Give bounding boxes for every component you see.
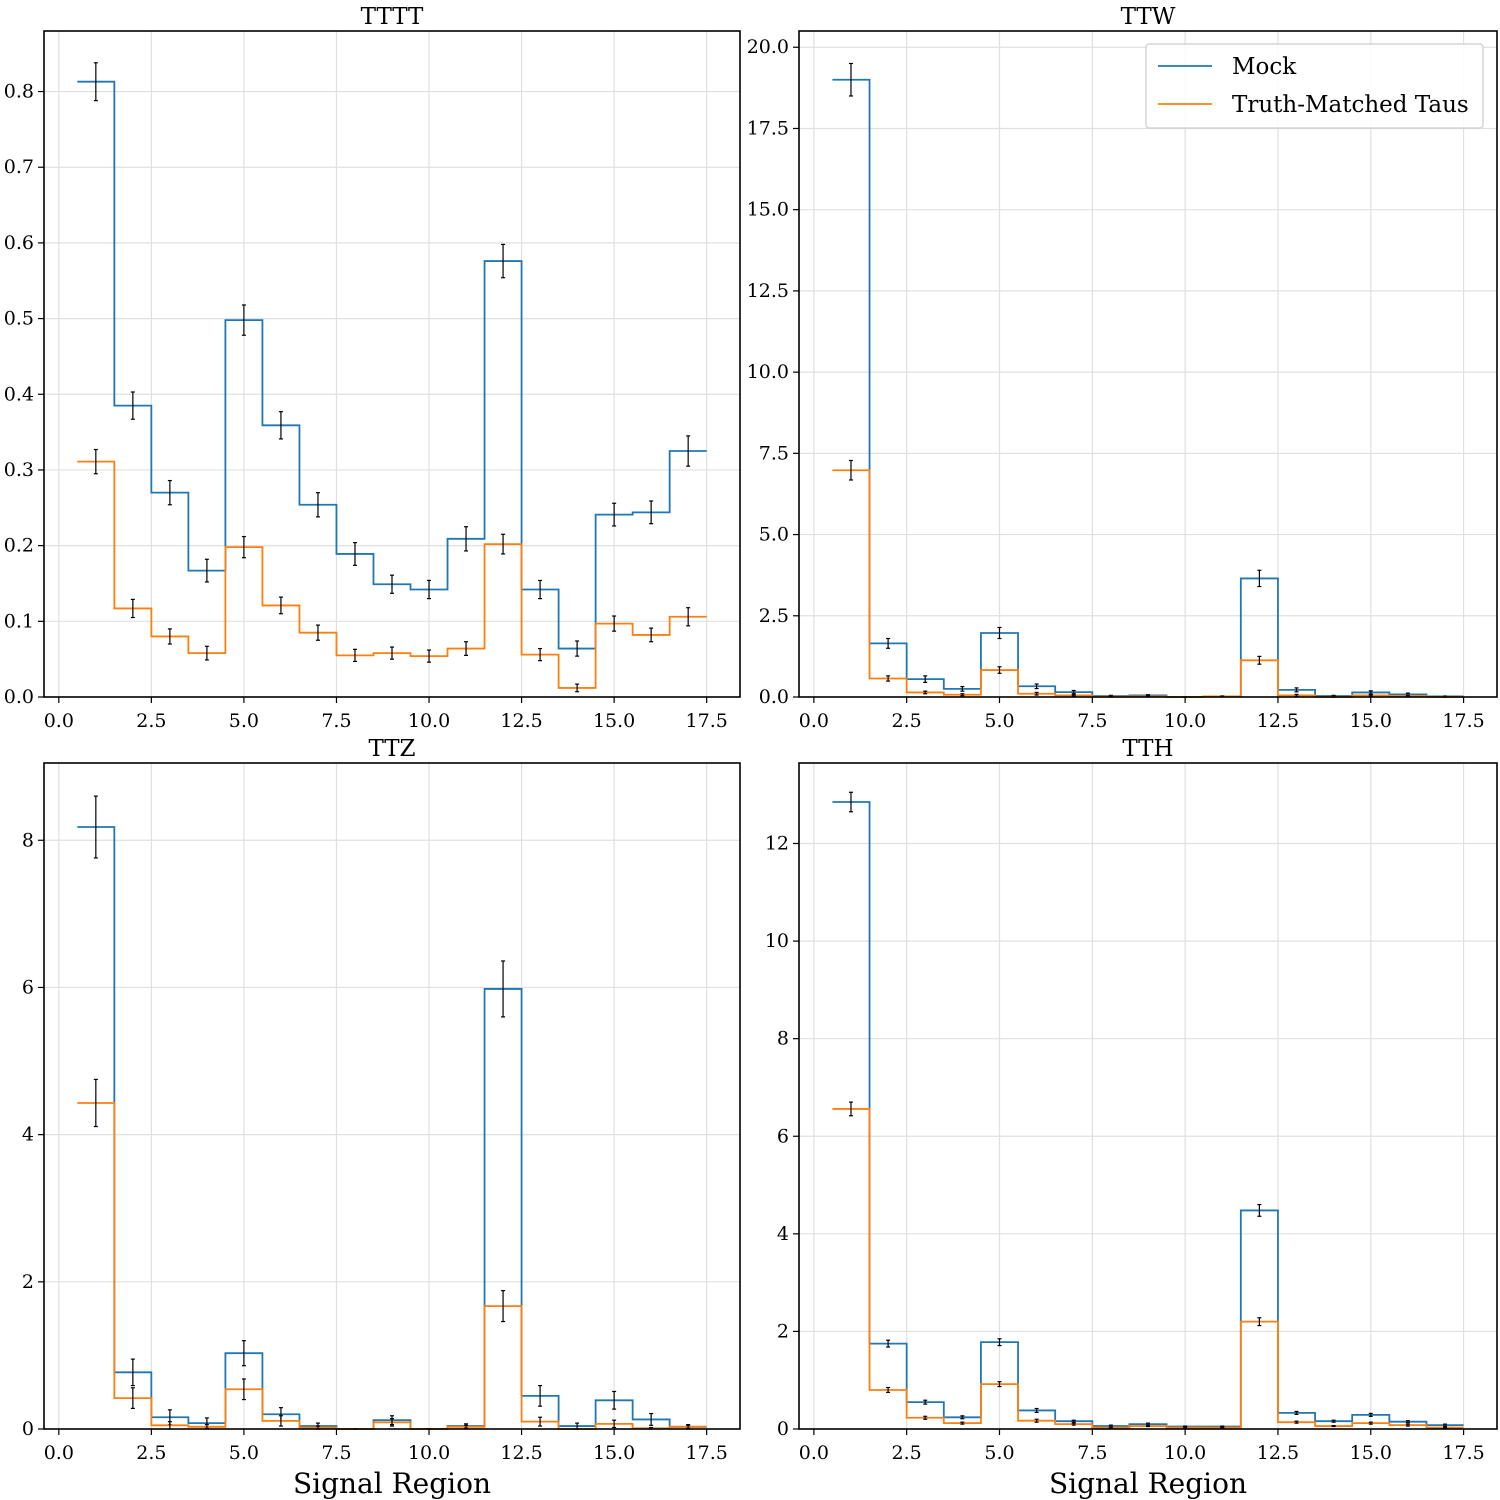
axes-frame [43,30,741,698]
y-tick-label: 0.0 [759,686,789,708]
y-tick-label: 6 [777,1125,789,1147]
axes-frame [798,762,1498,1430]
panel-tth: 0.0 2.5 5.0 7.5 10.0 12.5 15.0 17.5 0 2 4 6 8 10 12 TTH… [765,736,1498,1500]
x-tick-label: 0.0 [44,710,74,732]
x-tick-label: 7.5 [321,710,351,732]
y-tick-label: 12.5 [747,280,789,302]
series-mock [77,795,707,1430]
series-truth-matched-taus [832,459,1464,698]
x-tick-label: 2.5 [136,710,166,732]
x-tick-label: 15.0 [593,710,635,732]
y-tick-label: 0.0 [4,686,34,708]
x-tick-label: 5.0 [229,1442,259,1464]
y-tick-label: 0.5 [4,308,34,330]
panel-ttw: 0.0 2.5 5.0 7.5 10.0 12.5 15.0 17.5 0.0 2.5 5.0 7.5… [747,4,1498,732]
x-axis-label: Signal Region [1049,1467,1247,1500]
x-tick-label: 12.5 [500,1442,542,1464]
y-tick-label: 0.3 [4,459,34,481]
y-tick-label: 0.4 [4,383,34,405]
x-axis-label: Signal Region [293,1467,491,1500]
series-mock [832,791,1464,1428]
legend-label: Truth-Matched Taus [1232,92,1469,118]
y-tick-label: 4 [777,1223,789,1245]
y-tick-label: 6 [22,976,34,998]
x-tick-label: 0.0 [799,710,829,732]
y-tick-label: 0.6 [4,232,34,254]
x-tick-label: 12.5 [1257,710,1299,732]
step-line [77,826,707,1430]
x-tick-label: 5.0 [984,710,1014,732]
panel-ttz: 0.0 2.5 5.0 7.5 10.0 12.5 15.0 17.5 0 2 4 6 8 TTZ Sign… [22,736,741,1500]
x-tick-label: 10.0 [1164,710,1206,732]
y-tick-label: 2 [777,1320,789,1342]
series-mock [77,62,707,657]
x-tick-label: 17.5 [1442,1442,1484,1464]
x-tick-label: 17.5 [686,710,728,732]
series-mock [832,62,1464,698]
step-line [832,78,1464,698]
series-truth-matched-taus [832,1101,1464,1429]
axes-frame [798,30,1498,698]
x-tick-label: 0.0 [44,1442,74,1464]
x-tick-label: 12.5 [1257,1442,1299,1464]
legend-label: Mock [1232,54,1297,80]
step-line [77,1102,707,1430]
x-tick-label: 7.5 [321,1442,351,1464]
y-tick-label: 4 [22,1124,34,1146]
axes-frame [43,762,741,1430]
y-tick-label: 0.7 [4,156,34,178]
series-truth-matched-taus [77,1078,707,1430]
y-tick-label: 12 [765,833,789,855]
x-tick-label: 2.5 [892,1442,922,1464]
y-tick-label: 0 [22,1418,34,1440]
y-tick-label: 7.5 [759,442,789,464]
y-tick-label: 0.2 [4,535,34,557]
y-tick-label: 8 [777,1028,789,1050]
y-tick-label: 20.0 [747,36,789,58]
x-tick-label: 17.5 [1442,710,1484,732]
x-tick-label: 15.0 [1350,1442,1392,1464]
panel-tttt: 0.0 2.5 5.0 7.5 10.0 12.5 15.0 17.5 0.0 0.1 0.2 0.3… [4,4,741,732]
x-tick-label: 10.0 [408,1442,450,1464]
legend-box [1145,43,1484,129]
x-tick-label: 2.5 [892,710,922,732]
step-line [832,1108,1464,1429]
x-tick-label: 2.5 [136,1442,166,1464]
x-tick-label: 10.0 [408,710,450,732]
x-tick-label: 15.0 [1350,710,1392,732]
y-tick-label: 15.0 [747,199,789,221]
y-tick-label: 8 [22,829,34,851]
x-tick-label: 12.5 [500,710,542,732]
series-truth-matched-taus [77,448,707,693]
panel-title: TTW [1121,4,1176,30]
x-tick-label: 7.5 [1077,1442,1107,1464]
legend: Mock Truth-Matched Taus [1145,43,1484,129]
y-tick-label: 5.0 [759,524,789,546]
y-tick-label: 0.1 [4,610,34,632]
x-tick-label: 5.0 [229,710,259,732]
panel-title: TTTT [361,4,424,30]
x-tick-label: 5.0 [984,1442,1014,1464]
panel-title: TTZ [368,736,415,762]
step-line [832,801,1464,1428]
y-tick-label: 10 [765,930,789,952]
x-tick-label: 15.0 [593,1442,635,1464]
y-tick-label: 10.0 [747,361,789,383]
y-tick-label: 2.5 [759,605,789,627]
y-tick-label: 0.8 [4,81,34,103]
panel-title: TTH [1122,736,1173,762]
x-tick-label: 10.0 [1164,1442,1206,1464]
y-tick-label: 0 [777,1418,789,1440]
x-tick-label: 7.5 [1077,710,1107,732]
x-tick-label: 17.5 [686,1442,728,1464]
x-tick-label: 0.0 [799,1442,829,1464]
y-tick-label: 2 [22,1271,34,1293]
y-tick-label: 17.5 [747,117,789,139]
step-line [832,469,1464,698]
